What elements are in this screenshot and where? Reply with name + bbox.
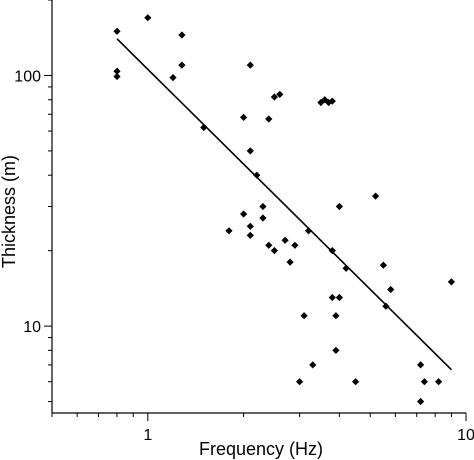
data-point bbox=[246, 147, 254, 155]
data-point bbox=[332, 312, 340, 320]
data-point bbox=[325, 98, 333, 107]
data-point bbox=[200, 123, 208, 132]
data-point bbox=[435, 378, 443, 386]
data-point bbox=[265, 115, 273, 123]
data-point bbox=[246, 222, 254, 230]
data-point bbox=[352, 378, 360, 386]
data-point bbox=[332, 346, 340, 354]
data-point bbox=[296, 378, 304, 386]
data-point bbox=[240, 113, 248, 121]
data-point bbox=[335, 202, 343, 211]
data-point bbox=[321, 96, 329, 104]
data-point bbox=[246, 231, 254, 239]
data-point bbox=[259, 202, 267, 211]
data-point bbox=[246, 61, 254, 69]
data-point bbox=[253, 171, 261, 179]
data-point bbox=[372, 192, 380, 200]
data-point bbox=[178, 31, 186, 39]
data-point bbox=[113, 27, 121, 35]
plot-frame bbox=[51, 0, 466, 414]
data-point bbox=[286, 258, 294, 266]
data-point bbox=[417, 361, 425, 369]
trend-lines bbox=[116, 38, 452, 371]
data-point bbox=[335, 293, 343, 302]
data-point bbox=[328, 97, 336, 105]
x-axis-title: Frequency (Hz) bbox=[199, 439, 323, 459]
data-point bbox=[317, 98, 325, 107]
x-tick-label: 10 bbox=[457, 427, 474, 444]
data-point bbox=[270, 247, 278, 255]
y-tick-label: 10 bbox=[23, 319, 41, 336]
data-point bbox=[259, 214, 267, 222]
data-point bbox=[276, 90, 284, 98]
data-point bbox=[420, 378, 428, 386]
data-point bbox=[291, 241, 299, 249]
data-point bbox=[304, 227, 313, 235]
data-point bbox=[309, 361, 317, 369]
data-point bbox=[178, 61, 186, 69]
data-point bbox=[113, 67, 121, 75]
data-point bbox=[342, 264, 350, 272]
data-point bbox=[328, 293, 336, 302]
trend-line bbox=[116, 38, 452, 371]
data-point bbox=[281, 236, 289, 244]
axis-ticks bbox=[44, 0, 467, 421]
data-point bbox=[169, 74, 177, 82]
data-point bbox=[387, 285, 395, 294]
data-point bbox=[144, 14, 152, 22]
data-point bbox=[417, 397, 425, 406]
data-point bbox=[265, 241, 273, 249]
tick-labels: 1 10 10 100 bbox=[14, 68, 474, 444]
data-point bbox=[270, 93, 278, 101]
x-tick-label: 1 bbox=[143, 427, 152, 444]
data-point bbox=[382, 302, 390, 310]
data-points bbox=[113, 14, 455, 406]
data-point bbox=[328, 247, 336, 255]
y-tick-label: 100 bbox=[14, 68, 41, 85]
data-point bbox=[225, 227, 233, 235]
data-point bbox=[379, 261, 387, 269]
data-point bbox=[240, 210, 248, 218]
y-axis-title: Thickness (m) bbox=[0, 155, 19, 268]
data-point bbox=[300, 312, 308, 320]
data-point bbox=[447, 278, 455, 286]
data-point bbox=[113, 72, 121, 81]
